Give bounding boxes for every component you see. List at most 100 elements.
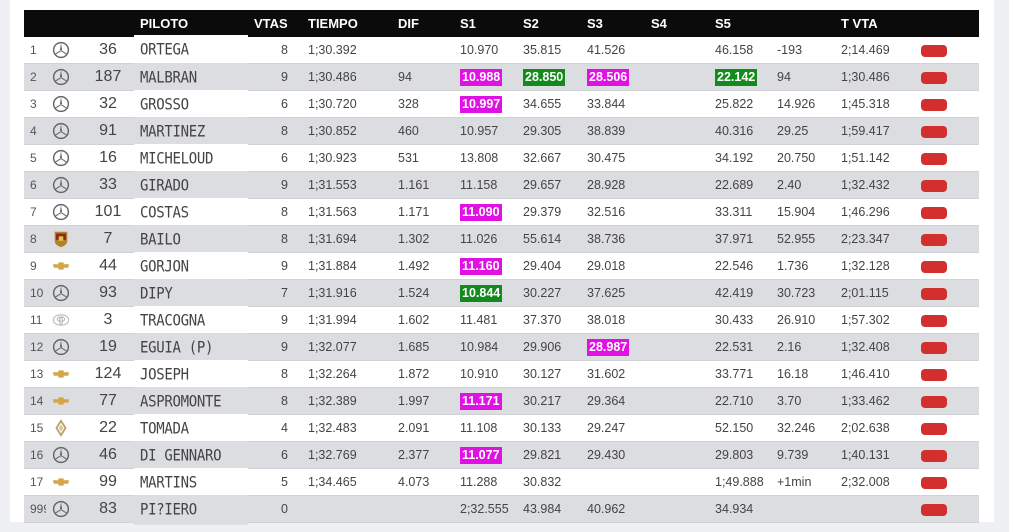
details-button[interactable] (921, 314, 947, 327)
diff-cell: 328 (392, 90, 454, 118)
extra-cell: 16.18 (771, 360, 835, 388)
car-number-cell: 7 (82, 225, 134, 253)
s5-cell: 37.971 (709, 225, 771, 253)
table-row[interactable]: 15 22 TOMADA 4 1;32.483 2.091 11.108 30.… (24, 412, 979, 444)
mercedes-logo-icon (52, 41, 70, 59)
driver-name-cell[interactable]: JOSEPH (134, 358, 248, 390)
col-header-tvta[interactable]: T VTA (835, 10, 915, 37)
table-row[interactable]: 17 99 MARTINS 5 1;34.465 4.073 11.288 30… (24, 466, 979, 498)
driver-name-cell[interactable]: GIRADO (134, 169, 248, 201)
col-header-piloto[interactable]: PILOTO (134, 10, 248, 37)
table-row[interactable]: 7 101 COSTAS 8 1;31.563 1.171 11.090 29.… (24, 196, 979, 228)
driver-name-cell[interactable]: MICHELOUD (134, 142, 248, 174)
driver-name-cell[interactable]: EGUIA (P) (134, 331, 248, 363)
table-row[interactable]: 5 16 MICHELOUD 6 1;30.923 531 13.808 32.… (24, 142, 979, 174)
lap-time-cell: 1;30.486 (835, 63, 915, 91)
col-header-dif[interactable]: DIF (392, 10, 454, 37)
action-cell (915, 387, 979, 415)
time-cell: 1;30.720 (302, 90, 392, 118)
details-button[interactable] (921, 206, 947, 219)
details-button[interactable] (921, 287, 947, 300)
table-row[interactable]: 16 46 DI GENNARO 6 1;32.769 2.377 11.077… (24, 439, 979, 471)
s1-cell: 11.171 (454, 387, 517, 415)
table-row[interactable]: 11 3 TRACOGNA 9 1;31.994 1.602 11.481 37… (24, 304, 979, 336)
table-row[interactable]: 14 77 ASPROMONTE 8 1;32.389 1.997 11.171… (24, 385, 979, 417)
mercedes-logo-icon (52, 446, 70, 464)
diff-cell: 1.161 (392, 171, 454, 199)
col-header-s3[interactable]: S3 (581, 10, 645, 37)
s3-cell: 30.475 (581, 144, 645, 172)
time-cell (302, 495, 392, 523)
driver-name-cell[interactable]: GORJON (134, 250, 248, 282)
details-button[interactable] (921, 368, 947, 381)
s5-cell: 46.158 (709, 37, 771, 64)
table-row[interactable]: 4 91 MARTINEZ 8 1;30.852 460 10.957 29.3… (24, 115, 979, 147)
s4-cell (645, 171, 709, 199)
table-row[interactable]: 8 7 BAILO 8 1;31.694 1.302 11.026 55.614… (24, 223, 979, 255)
driver-name-cell[interactable]: GROSSO (134, 88, 248, 120)
driver-name-cell[interactable]: COSTAS (134, 196, 248, 228)
details-button[interactable] (921, 44, 947, 57)
col-header-tiempo[interactable]: TIEMPO (302, 10, 392, 37)
col-header-s5[interactable]: S5 (709, 10, 771, 37)
brand-cell (46, 333, 82, 361)
driver-name-cell[interactable]: BAILO (134, 223, 248, 255)
laps-cell: 9 (248, 171, 302, 199)
details-button[interactable] (921, 179, 947, 192)
table-row[interactable]: 3 32 GROSSO 6 1;30.720 328 10.997 34.655… (24, 88, 979, 120)
details-button[interactable] (921, 476, 947, 489)
details-button[interactable] (921, 422, 947, 435)
table-row[interactable]: 1 36 ORTEGA 8 1;30.392 10.970 35.815 41.… (24, 35, 979, 66)
driver-name-cell[interactable]: ORTEGA (134, 35, 248, 66)
details-button[interactable] (921, 503, 947, 516)
driver-name-cell[interactable]: TRACOGNA (134, 304, 248, 336)
extra-cell: 9.739 (771, 441, 835, 469)
mercedes-logo-icon (52, 500, 70, 518)
driver-name-cell[interactable]: MARTINS (134, 466, 248, 498)
s4-cell (645, 198, 709, 226)
table-row[interactable]: 13 124 JOSEPH 8 1;32.264 1.872 10.910 30… (24, 358, 979, 390)
s1-cell: 11.077 (454, 441, 517, 469)
s3-cell: 33.844 (581, 90, 645, 118)
driver-name-cell[interactable]: PI?IERO (134, 493, 248, 525)
s3-cell: 28.987 (581, 333, 645, 361)
laps-cell: 8 (248, 387, 302, 415)
details-button[interactable] (921, 233, 947, 246)
details-button[interactable] (921, 98, 947, 111)
table-row[interactable]: 10 93 DIPY 7 1;31.916 1.524 10.844 30.22… (24, 277, 979, 309)
details-button[interactable] (921, 449, 947, 462)
lap-time-cell: 1;40.131 (835, 441, 915, 469)
s3-cell: 29.364 (581, 387, 645, 415)
col-header-s1[interactable]: S1 (454, 10, 517, 37)
brand-cell (46, 225, 82, 253)
s5-cell: 33.311 (709, 198, 771, 226)
driver-name-cell[interactable]: ASPROMONTE (134, 385, 248, 417)
driver-name-cell[interactable]: MALBRAN (134, 61, 248, 93)
table-row[interactable]: 9 44 GORJON 9 1;31.884 1.492 11.160 29.4… (24, 250, 979, 282)
table-row[interactable]: 2 187 MALBRAN 9 1;30.486 94 10.988 28.85… (24, 61, 979, 93)
diff-cell: 2.377 (392, 441, 454, 469)
table-row[interactable]: 6 33 GIRADO 9 1;31.553 1.161 11.158 29.6… (24, 169, 979, 201)
driver-name-cell[interactable]: TOMADA (134, 412, 248, 444)
laps-cell: 9 (248, 252, 302, 280)
table-row[interactable]: 999 83 PI?IERO 0 2;32.555 43.984 40.962 … (24, 493, 979, 525)
col-header-s4[interactable]: S4 (645, 10, 709, 37)
details-button[interactable] (921, 71, 947, 84)
details-button[interactable] (921, 395, 947, 408)
details-button[interactable] (921, 341, 947, 354)
driver-name-cell[interactable]: DI GENNARO (134, 439, 248, 471)
laps-cell: 5 (248, 468, 302, 496)
s4-cell (645, 306, 709, 334)
col-header-s2[interactable]: S2 (517, 10, 581, 37)
car-number-cell: 77 (82, 387, 134, 415)
brand-cell (46, 252, 82, 280)
laps-cell: 8 (248, 360, 302, 388)
driver-name-cell[interactable]: MARTINEZ (134, 115, 248, 147)
col-header-vtas[interactable]: VTAS (248, 10, 302, 37)
s5-cell: 25.822 (709, 90, 771, 118)
driver-name-cell[interactable]: DIPY (134, 277, 248, 309)
table-row[interactable]: 12 19 EGUIA (P) 9 1;32.077 1.685 10.984 … (24, 331, 979, 363)
details-button[interactable] (921, 125, 947, 138)
details-button[interactable] (921, 260, 947, 273)
details-button[interactable] (921, 152, 947, 165)
